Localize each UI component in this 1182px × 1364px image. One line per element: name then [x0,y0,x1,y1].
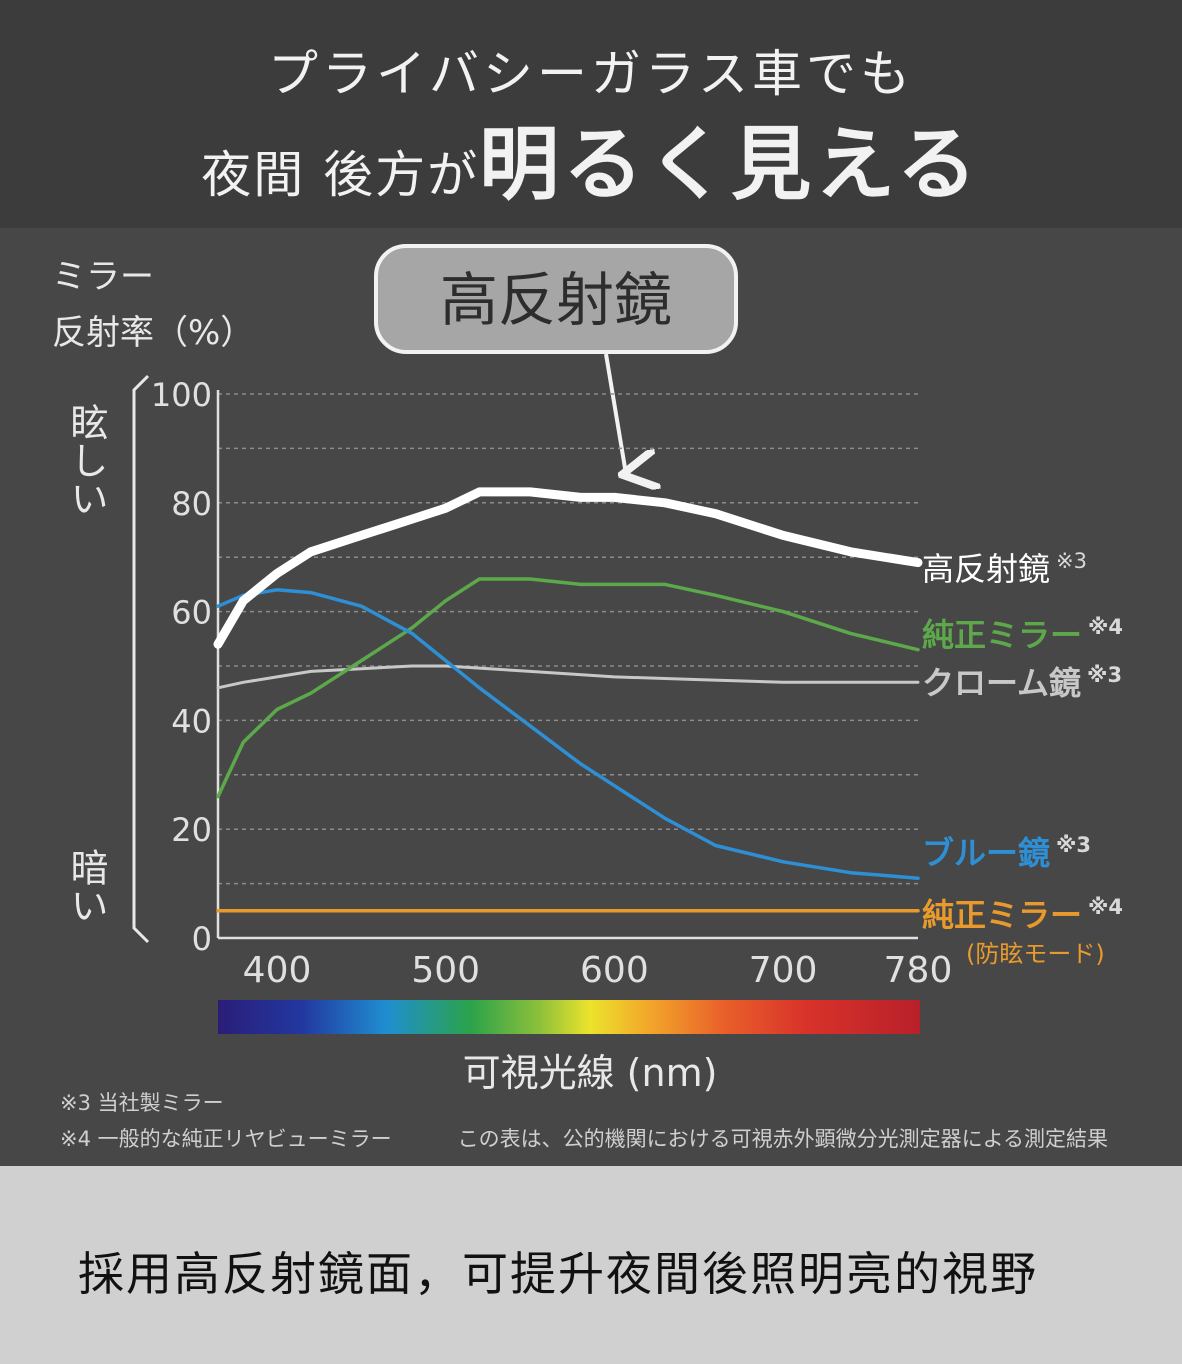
scale-bracket [132,374,150,944]
series-label: 高反射鏡 ※3 [922,549,1087,588]
y-tick-label: 0 [192,920,212,958]
x-tick-label: 400 [243,950,312,991]
y-tick-label: 80 [171,485,212,523]
callout-arrow [604,353,626,474]
measurement-note: この表は、公的機関における可視赤外顕微分光測定器による測定結果 [458,1127,1108,1151]
series-line [216,664,920,690]
y-tick-label: 20 [171,811,212,849]
callout-box [374,244,738,354]
series-line [216,577,920,799]
y-tick-label: 40 [171,702,212,740]
series-sublabel: (防眩モード) [966,940,1105,968]
dark-label: 暗い [64,848,108,924]
visible-spectrum-bar [218,1000,920,1034]
x-tick-label: 780 [884,950,953,991]
series-label: 純正ミラー ※4 [922,895,1123,934]
grid [218,393,918,885]
x-tick-labels: 400 500 600 700 780 [243,950,953,991]
axes [216,390,918,940]
bottom-caption: 採用高反射鏡面，可提升夜間後照明亮的視野 [78,1247,1038,1301]
x-tick-label: 700 [749,950,818,991]
series-line [216,588,920,880]
x-tick-label: 500 [411,950,480,991]
callout-label: 高反射鏡 [440,266,672,334]
series-labels: 高反射鏡 ※3 純正ミラー ※4 クローム鏡 ※3 ブルー鏡 ※3 純正ミラー ※4 (防眩モード) [922,549,1123,968]
y-axis-label-line1: ミラー [52,257,154,297]
note-4: ※4 一般的な純正リヤビューミラー [60,1127,392,1151]
chart-panel: ミラー 反射率（%） 眩しい 暗い 高反射鏡 0 20 40 60 80 100 400 5… [0,228,1182,1166]
series-line [213,487,923,649]
caption-bar: 採用高反射鏡面，可提升夜間後照明亮的視野 [0,1166,1182,1364]
bright-label: 眩しい [64,403,108,517]
series-label: 純正ミラー ※4 [922,615,1123,654]
headline-line1: プライバシーガラス車でも [268,45,914,103]
headline-small: 夜間 後方が [201,146,480,204]
x-tick-label: 600 [580,950,649,991]
reflectance-chart: ミラー 反射率（%） 眩しい 暗い 高反射鏡 0 20 40 60 80 100 400 5… [52,244,1123,1151]
y-tick-label: 100 [151,376,212,414]
y-tick-labels: 0 20 40 60 80 100 [151,376,212,958]
series-lines [213,487,923,913]
y-tick-label: 60 [171,594,212,632]
note-3: ※3 当社製ミラー [60,1091,224,1115]
x-axis-label: 可視光線 (nm) [463,1051,718,1095]
headline-big: 明るく見える [479,118,981,211]
series-label: ブルー鏡 ※3 [922,833,1091,872]
headline-line2: 夜間 後方が明るく見える [0,100,1182,216]
header: プライバシーガラス車でも 夜間 後方が明るく見える [0,0,1182,228]
y-axis-label-line2: 反射率（%） [52,313,254,353]
series-label: クローム鏡 ※3 [922,663,1122,702]
